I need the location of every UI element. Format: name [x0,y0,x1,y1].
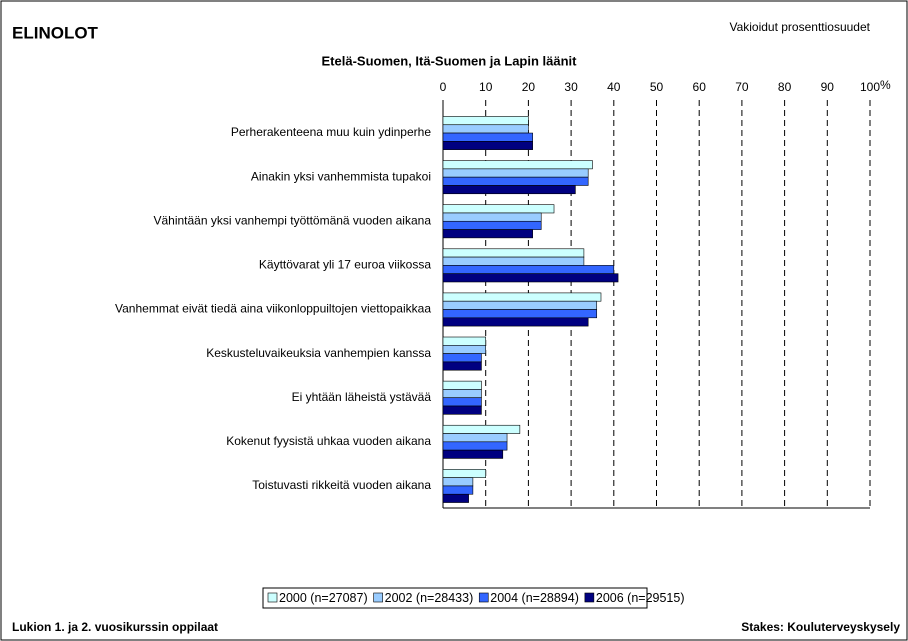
bar [442,168,589,178]
bar [442,204,555,214]
bar [442,389,482,399]
bar [442,469,487,478]
y-tick-label: Kokenut fyysistä uhkaa vuoden aikana [226,434,431,448]
y-tick-label: Ainakin yksi vanhemmista tupakoi [251,169,431,183]
bar [442,317,589,327]
bar [442,292,602,302]
legend-swatch [478,592,489,603]
y-tick-label: Perherakenteena muu kuin ydinperhe [231,125,431,139]
footer-right: Stakes: Kouluterveyskysely [741,620,900,634]
bar [442,160,593,170]
bar [442,256,585,266]
footer-left: Lukion 1. ja 2. vuosikurssin oppilaat [12,620,218,634]
y-tick-label: Keskusteluvaikeuksia vanhempien kanssa [206,346,431,360]
bar [442,424,521,434]
x-tick-label: 10 [479,80,493,94]
bar [442,485,474,495]
chart-title: Etelä-Suomen, Itä-Suomen ja Lapin läänit [322,53,578,68]
x-tick-label: 40 [607,80,621,94]
bar [442,361,482,371]
bar [442,380,482,390]
bar [442,433,508,443]
x-tick-label: 60 [693,80,707,94]
bar [442,248,585,258]
legend-label: 2002 (n=28433) [385,591,474,605]
x-tick-label: 70 [735,80,749,94]
y-tick-label: Vähintään yksi vanhempi työttömänä vuode… [153,213,431,227]
y-tick-label: Vanhemmat eivät tiedä aina viikonloppuil… [115,302,431,316]
x-tick-label: 100 [860,80,880,94]
y-tick-label: Ei yhtään läheistä ystävää [292,390,432,404]
bar [442,116,529,126]
legend-swatch [584,592,595,603]
bar [442,300,598,310]
bar [442,141,533,150]
legend-swatch [267,592,278,603]
bar [442,229,533,239]
bar [442,477,474,487]
legend-label: 2004 (n=28894) [490,591,579,605]
x-tick-label: 30 [564,80,578,94]
x-tick-label: 20 [522,80,536,94]
x-tick-label: 0 [440,80,447,94]
bar [442,132,533,142]
bar [442,124,529,134]
y-tick-label: Toistuvasti rikkeitä vuoden aikana [252,478,431,492]
header: ELINOLOT [12,23,99,42]
legend-label: 2000 (n=27087) [279,591,368,605]
bar [442,176,589,186]
bar [442,336,487,346]
bar [442,265,615,274]
bar [442,441,508,451]
bar [442,212,542,222]
legend-swatch [373,592,383,603]
x-axis-unit: % [880,78,891,92]
bar [442,353,482,363]
bar [442,185,576,195]
bar [442,397,482,407]
y-tick-label: Käyttövarat yli 17 euroa viikossa [259,258,431,272]
subtitle: Vakioidut prosenttiosuudet [729,20,870,34]
x-tick-label: 80 [778,80,792,94]
legend-box [262,587,648,609]
bar [442,345,487,354]
bar [442,220,542,230]
x-tick-label: 90 [821,80,835,94]
legend-label: 2006 (n=29515) [596,591,685,605]
bar [442,449,504,459]
bar [442,273,619,283]
bar [442,309,598,319]
bar [442,405,482,415]
x-tick-label: 50 [650,80,664,94]
bar [442,493,469,503]
